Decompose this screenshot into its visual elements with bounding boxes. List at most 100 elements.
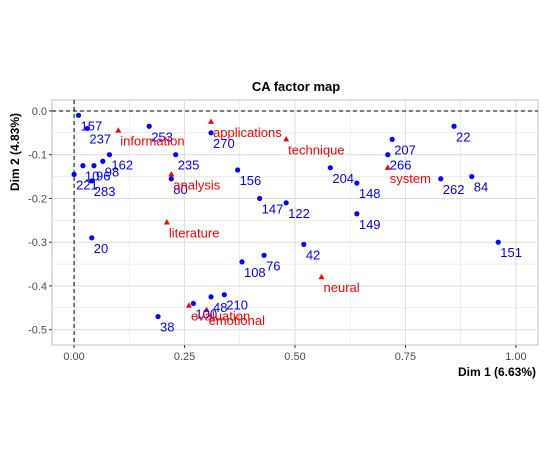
row-point-label: 42	[306, 247, 320, 262]
x-tick-label: 0.50	[284, 351, 305, 363]
column-point-label: analysis	[173, 177, 220, 192]
row-point-label: 210	[226, 298, 248, 313]
reference-lines	[52, 100, 538, 345]
row-point	[168, 176, 174, 182]
grid-lines	[52, 100, 538, 345]
row-point	[283, 200, 289, 206]
row-point	[385, 152, 391, 158]
row-point	[239, 259, 245, 265]
row-point	[173, 152, 179, 158]
row-point-label: 237	[89, 131, 111, 146]
y-tick-label: -0.2	[28, 193, 47, 205]
x-tick-label: 0.25	[174, 351, 195, 363]
row-point-label: 283	[94, 184, 116, 199]
row-point-label: 151	[500, 245, 522, 260]
row-point	[354, 211, 360, 217]
x-tick-label: 1.00	[505, 351, 526, 363]
row-point	[389, 136, 395, 142]
row-point-label: 96	[96, 169, 110, 184]
y-tick-label: -0.4	[28, 281, 47, 293]
column-point	[163, 219, 170, 225]
row-point-label: 38	[160, 320, 174, 335]
column-point-label: applications	[213, 125, 282, 140]
row-point-label: 270	[213, 136, 235, 151]
chart-title: CA factor map	[252, 79, 340, 94]
row-point-label: 207	[394, 142, 416, 157]
y-axis-title: Dim 2 (4.83%)	[8, 113, 22, 191]
row-point-label: 266	[390, 158, 412, 173]
row-point	[208, 130, 214, 136]
row-point	[71, 171, 77, 177]
column-point-label: neural	[324, 280, 360, 295]
column-point	[318, 273, 325, 280]
y-tick-label: -0.1	[28, 150, 47, 162]
column-point	[208, 118, 215, 124]
row-point-label: 149	[359, 217, 381, 232]
row-point	[261, 252, 267, 258]
row-point	[89, 178, 95, 184]
row-point-label: 80	[173, 182, 187, 197]
row-point-label: 10	[85, 169, 99, 184]
row-point	[190, 300, 196, 307]
row-point-label: 162	[111, 158, 133, 173]
row-point	[257, 195, 263, 202]
column-point	[185, 302, 192, 308]
column-point-label: technique	[288, 142, 344, 157]
row-point-label: 84	[474, 180, 488, 195]
row-point	[354, 180, 360, 186]
y-axis-ticks: 0.0 -0.1 -0.2 -0.3 -0.4 -0.5	[28, 106, 52, 337]
row-point	[84, 125, 90, 132]
row-point	[495, 239, 501, 245]
data-points	[71, 112, 501, 320]
row-point-label: 22	[456, 129, 470, 144]
row-point-label: 253	[151, 129, 173, 144]
row-point-label: 157	[81, 118, 103, 133]
y-tick-label: 0.0	[32, 106, 47, 118]
row-point	[100, 158, 106, 164]
row-point	[155, 313, 161, 320]
row-point	[106, 152, 113, 158]
row-point	[80, 163, 86, 169]
row-point	[146, 123, 152, 129]
row-point	[75, 112, 82, 118]
row-point	[438, 176, 444, 182]
column-point-label: system	[390, 171, 431, 186]
row-point	[91, 163, 97, 169]
row-point-label: 156	[240, 173, 262, 188]
row-point-label: 98	[105, 164, 119, 179]
row-point-label: 235	[178, 158, 200, 173]
row-point-label: 48	[213, 300, 227, 315]
y-tick-label: -0.5	[28, 325, 47, 337]
column-point	[203, 306, 210, 312]
x-tick-label: 0.75	[395, 351, 416, 363]
row-point	[469, 173, 475, 180]
row-point	[327, 165, 333, 171]
row-point-label: 122	[288, 206, 310, 221]
row-point-label: 20	[94, 241, 108, 256]
row-point-label: 204	[332, 171, 354, 186]
row-point	[89, 235, 95, 241]
x-axis-ticks: 0.00 0.25 0.50 0.75 1.00	[63, 345, 527, 363]
column-point-label: emotional	[209, 313, 265, 328]
row-point	[234, 167, 241, 173]
row-point-label: 76	[266, 258, 280, 273]
column-point	[283, 135, 290, 142]
y-tick-label: -0.3	[28, 237, 47, 249]
row-point	[221, 292, 227, 298]
row-point	[451, 123, 457, 129]
column-point	[115, 127, 122, 133]
column-point-label: evaluation	[191, 309, 250, 324]
column-point	[384, 164, 391, 170]
row-point-label: 148	[359, 186, 381, 201]
column-point-label: information	[120, 134, 184, 149]
row-point-label: 108	[244, 265, 266, 280]
row-point-label: 221	[76, 177, 98, 192]
row-point-label: 147	[262, 201, 284, 216]
row-point	[208, 294, 214, 300]
row-point	[301, 241, 307, 247]
row-point-label: 262	[443, 182, 465, 197]
x-tick-label: 0.00	[63, 351, 84, 363]
column-point	[168, 170, 175, 177]
